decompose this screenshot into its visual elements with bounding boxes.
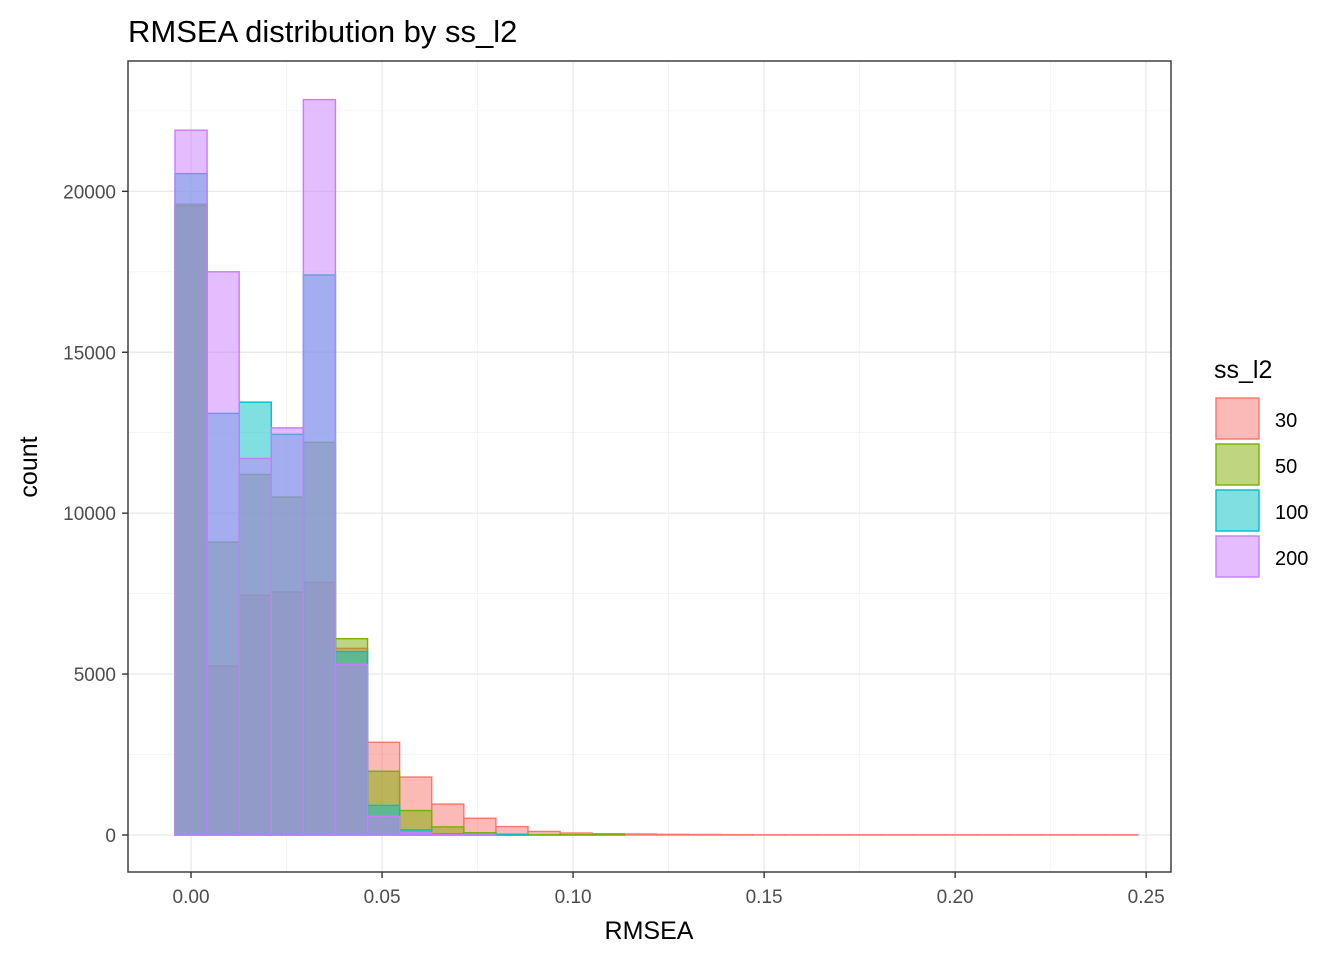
y-tick-label: 0 — [105, 826, 116, 847]
legend-key-100 — [1215, 489, 1260, 532]
histogram-bars — [174, 98, 1139, 836]
legend: ss_l2 30 50 100 200 — [1214, 356, 1308, 578]
y-axis-title: count — [15, 436, 43, 497]
x-axis: 0.00 0.05 0.10 0.15 0.20 0.25 — [173, 872, 1165, 908]
bar-200-bin-6 — [366, 815, 401, 836]
x-tick-label: 0.10 — [555, 887, 592, 908]
bar-200-bin-4 — [302, 98, 337, 836]
legend-label-30: 30 — [1275, 410, 1297, 432]
chart-title: RMSEA distribution by ss_l2 — [128, 14, 517, 49]
y-tick-label: 15000 — [63, 343, 116, 364]
x-tick-label: 0.00 — [173, 887, 210, 908]
plot-panel-border — [127, 60, 1172, 873]
bar-200-bin-5 — [334, 663, 369, 836]
x-tick-label: 0.25 — [1128, 887, 1165, 908]
bar-200-bin-0 — [174, 129, 208, 836]
legend-label-100: 100 — [1275, 502, 1308, 524]
y-tick-label: 20000 — [63, 182, 116, 203]
bar-30-bin-14 — [623, 833, 658, 836]
x-tick-label: 0.05 — [364, 887, 401, 908]
legend-key-200 — [1215, 535, 1260, 578]
y-axis: 0 5000 10000 15000 20000 — [63, 182, 128, 847]
bar-200-bin-7 — [398, 832, 433, 836]
y-tick-label: 10000 — [63, 504, 116, 525]
x-tick-label: 0.15 — [746, 887, 783, 908]
legend-label-50: 50 — [1275, 456, 1297, 478]
x-axis-title: RMSEA — [605, 917, 694, 945]
legend-label-200: 200 — [1275, 548, 1308, 570]
bar-30-bin-15 — [655, 833, 690, 836]
legend-title: ss_l2 — [1214, 356, 1272, 384]
series-200-bars — [174, 98, 497, 836]
bar-200-bin-1 — [206, 271, 240, 836]
y-tick-label: 5000 — [74, 665, 116, 686]
legend-key-30 — [1215, 397, 1260, 440]
bar-200-bin-3 — [270, 427, 305, 836]
x-tick-label: 0.20 — [937, 887, 974, 908]
legend-key-50 — [1215, 443, 1260, 486]
bar-200-bin-2 — [238, 457, 272, 836]
